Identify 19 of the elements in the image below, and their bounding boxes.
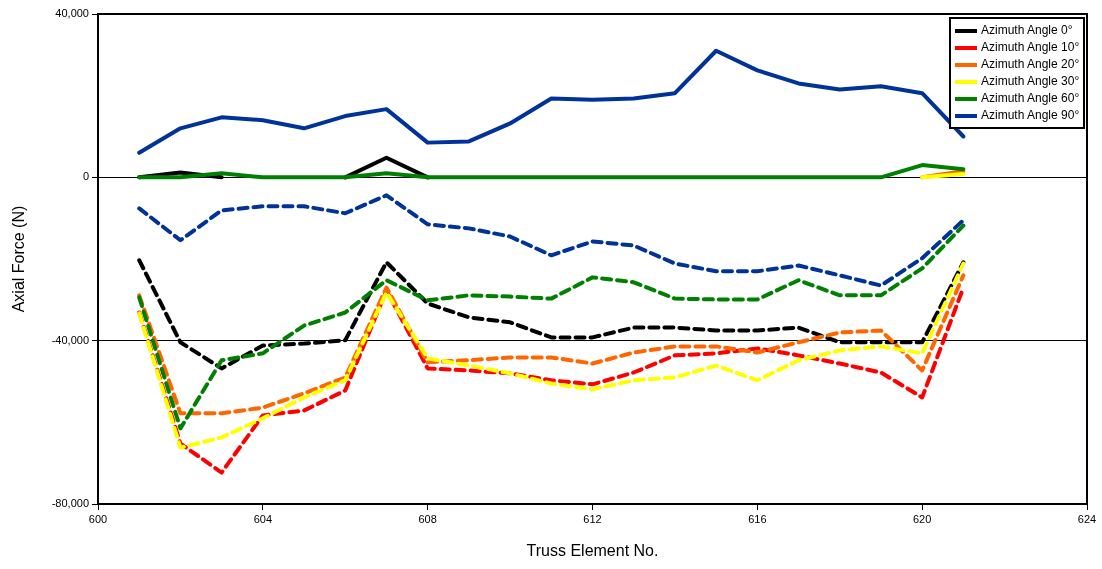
x-axis-title: Truss Element No. <box>526 541 659 559</box>
legend-label: Azimuth Angle 90° <box>981 107 1080 124</box>
legend-label: Azimuth Angle 30° <box>981 73 1080 90</box>
y-tick-label: -40,000 <box>51 333 89 346</box>
y-tick-label: 0 <box>82 170 89 183</box>
y-tick-label: -80,000 <box>51 497 89 510</box>
legend-label: Azimuth Angle 10° <box>981 39 1080 56</box>
y-axis-title: Axial Force (N) <box>10 205 28 313</box>
legend-label: Azimuth Angle 60° <box>981 90 1080 107</box>
x-tick-label: 620 <box>912 512 932 525</box>
legend-label: Azimuth Angle 20° <box>981 56 1080 73</box>
x-tick-label: 604 <box>253 512 273 525</box>
legend-label: Azimuth Angle 0° <box>981 22 1073 39</box>
x-tick-label: 608 <box>418 512 437 525</box>
x-tick-label: 612 <box>583 512 602 525</box>
y-tick-label: 40,000 <box>55 7 89 20</box>
x-tick-label: 600 <box>88 512 108 525</box>
x-tick-label: 616 <box>748 512 767 525</box>
x-tick-label: 624 <box>1077 512 1097 525</box>
